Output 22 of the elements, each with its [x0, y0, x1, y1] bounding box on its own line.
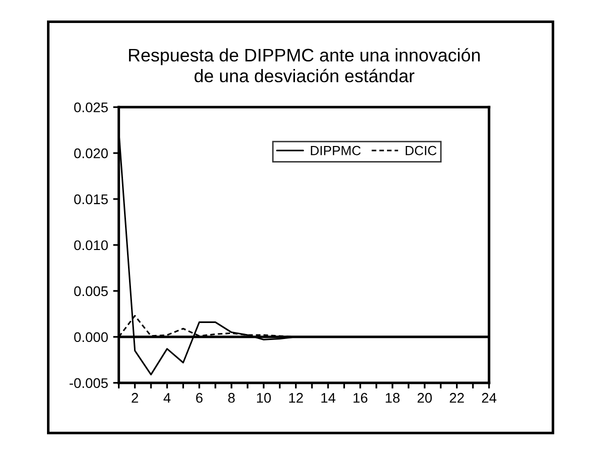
legend-label: DCIC — [406, 146, 436, 156]
x-tick-label: 20 — [418, 392, 432, 403]
y-tick-label: 0.025 — [74, 102, 108, 112]
y-tick-label: 0.005 — [74, 286, 108, 296]
x-tick-label: 24 — [482, 392, 496, 403]
chart-title: Respuesta de DIPPMC ante una innovación de una desviación estándar — [129, 48, 480, 82]
x-tick-label: 18 — [386, 392, 400, 403]
y-tick-label: 0.015 — [74, 194, 108, 204]
x-tick-label: 16 — [354, 392, 368, 403]
x-tick-label: 2 — [132, 392, 138, 403]
x-tick-label: 6 — [196, 392, 203, 403]
y-tick-label: -0.005 — [70, 378, 108, 388]
x-tick-label: 8 — [228, 392, 235, 403]
y-tick-label: 0.010 — [74, 240, 108, 250]
x-tick-label: 22 — [450, 392, 464, 403]
x-tick-label: 10 — [257, 392, 271, 403]
x-tick-label: 12 — [289, 392, 303, 403]
x-tick-label: 4 — [164, 393, 171, 403]
legend-label: DIPPMC — [310, 146, 361, 156]
x-tick-label: 14 — [321, 393, 336, 403]
y-tick-label: 0.020 — [74, 148, 108, 158]
y-tick-label: 0.000 — [74, 332, 108, 342]
